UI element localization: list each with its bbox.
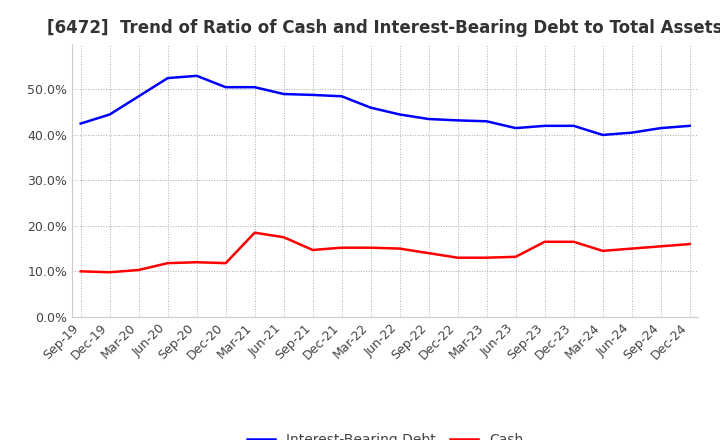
Cash xyxy=(135,268,143,273)
Interest-Bearing Debt xyxy=(627,130,636,136)
Interest-Bearing Debt xyxy=(598,132,607,138)
Line: Interest-Bearing Debt: Interest-Bearing Debt xyxy=(81,76,690,135)
Cash xyxy=(627,246,636,251)
Title: [6472]  Trend of Ratio of Cash and Interest-Bearing Debt to Total Assets: [6472] Trend of Ratio of Cash and Intere… xyxy=(48,19,720,37)
Cash xyxy=(338,245,346,250)
Cash xyxy=(366,245,375,250)
Line: Cash: Cash xyxy=(81,233,690,272)
Cash xyxy=(685,242,694,247)
Cash xyxy=(251,230,259,235)
Cash xyxy=(541,239,549,244)
Cash xyxy=(163,260,172,266)
Cash xyxy=(105,270,114,275)
Cash xyxy=(221,260,230,266)
Cash xyxy=(76,269,85,274)
Interest-Bearing Debt xyxy=(366,105,375,110)
Interest-Bearing Debt xyxy=(135,94,143,99)
Interest-Bearing Debt xyxy=(657,125,665,131)
Interest-Bearing Debt xyxy=(454,118,462,123)
Interest-Bearing Debt xyxy=(221,84,230,90)
Cash xyxy=(308,247,317,253)
Interest-Bearing Debt xyxy=(511,125,520,131)
Cash xyxy=(454,255,462,260)
Interest-Bearing Debt xyxy=(105,112,114,117)
Cash xyxy=(570,239,578,244)
Cash xyxy=(395,246,404,251)
Cash xyxy=(424,250,433,256)
Interest-Bearing Debt xyxy=(308,92,317,98)
Interest-Bearing Debt xyxy=(541,123,549,128)
Interest-Bearing Debt xyxy=(424,116,433,121)
Cash xyxy=(598,248,607,253)
Interest-Bearing Debt xyxy=(338,94,346,99)
Interest-Bearing Debt xyxy=(482,119,491,124)
Cash xyxy=(657,244,665,249)
Legend: Interest-Bearing Debt, Cash: Interest-Bearing Debt, Cash xyxy=(242,427,528,440)
Cash xyxy=(511,254,520,260)
Interest-Bearing Debt xyxy=(163,76,172,81)
Cash xyxy=(279,235,288,240)
Cash xyxy=(482,255,491,260)
Interest-Bearing Debt xyxy=(251,84,259,90)
Interest-Bearing Debt xyxy=(395,112,404,117)
Cash xyxy=(192,260,201,265)
Interest-Bearing Debt xyxy=(570,123,578,128)
Interest-Bearing Debt xyxy=(76,121,85,126)
Interest-Bearing Debt xyxy=(192,73,201,78)
Interest-Bearing Debt xyxy=(279,92,288,97)
Interest-Bearing Debt xyxy=(685,123,694,128)
